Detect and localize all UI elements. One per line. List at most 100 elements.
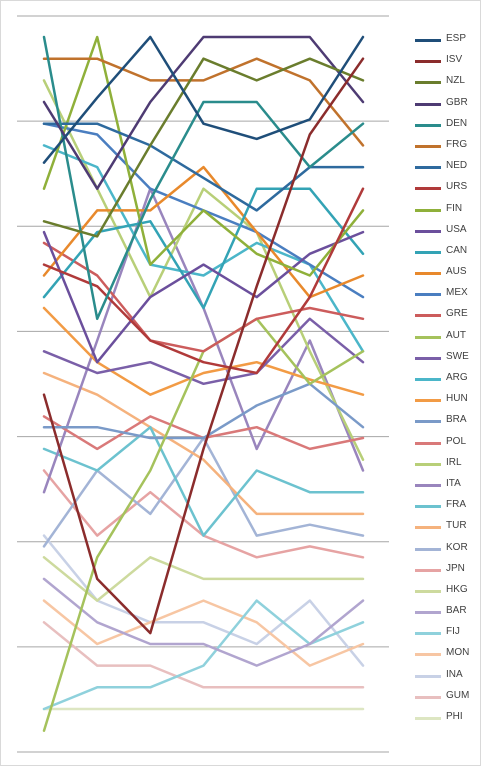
legend-item-mon: MON [415,644,481,665]
legend-swatch [415,39,441,42]
legend-swatch [415,250,441,254]
legend-item-gre: GRE [415,305,481,326]
legend-label: NED [446,160,468,172]
legend-item-kor: KOR [415,539,481,560]
legend-item-pol: POL [415,433,481,454]
legend-label: ARG [446,372,468,383]
legend-swatch [415,293,441,297]
legend-label: GBR [446,96,468,108]
legend-label: HKG [446,583,468,595]
legend-swatch [415,568,441,572]
legend-swatch [415,526,441,530]
series-line-bar [42,577,365,667]
legend-item-aus: AUS [415,263,481,284]
legend-item-urs: URS [415,178,481,199]
series-lines [42,35,365,732]
plot-area [17,15,389,753]
legend-label: GUM [446,689,470,701]
legend-item-mex: MEX [415,284,481,305]
legend-item-gum: GUM [415,687,481,708]
legend-item-aut: AUT [415,327,481,348]
legend-label: HUN [446,393,468,405]
legend-label: INA [446,668,463,680]
series-line-den [42,35,365,321]
legend-swatch [415,123,441,127]
legend-item-ita: ITA [415,475,481,496]
legend-swatch [415,187,441,191]
series-line-gbr [42,35,365,190]
legend-swatch [415,505,441,509]
legend-label: MEX [446,287,468,299]
legend-item-nzl: NZL [415,72,481,93]
series-line-fra [42,425,365,537]
legend-swatch [415,378,441,381]
legend-swatch [415,653,441,657]
legend-label: BAR [446,605,467,617]
legend-item-bar: BAR [415,602,481,623]
legend-item-can: CAN [415,242,481,263]
legend-label: POL [446,435,467,447]
legend-swatch [415,441,441,445]
legend-swatch [415,229,441,233]
legend-swatch [415,144,441,148]
series-line-swe [42,317,365,386]
legend-item-gbr: GBR [415,94,481,115]
legend-item-hun: HUN [415,390,481,411]
legend-item-tur: TUR [415,517,481,538]
legend-label: CAN [446,244,468,256]
legend-label: NZL [446,75,465,87]
legend-item-fij: FIJ [415,623,481,644]
legend-label: MON [446,647,470,659]
legend-swatch [415,399,441,403]
series-line-gum [42,621,365,689]
legend-item-ina: INA [415,666,481,687]
legend-item-isv: ISV [415,51,481,72]
series-line-esp [42,35,365,164]
legend-swatch [415,102,441,106]
legend-label: FIJ [446,626,460,638]
legend: ESP ISV NZL GBR DEN FRG NED URS FIN USA CAN AUS MEX G… [415,30,481,729]
series-line-nzl [42,57,365,238]
legend-item-ned: NED [415,157,481,178]
legend-swatch [415,695,441,699]
legend-label: ITA [446,477,461,489]
legend-swatch [415,632,441,636]
legend-label: FRA [446,499,466,511]
legend-swatch [415,674,441,678]
legend-swatch [415,611,441,615]
series-line-pol [42,415,365,451]
legend-item-swe: SWE [415,348,481,369]
legend-swatch [415,589,441,593]
legend-item-fra: FRA [415,496,481,517]
legend-item-irl: IRL [415,454,481,475]
legend-label: BRA [446,414,467,426]
legend-swatch [415,272,441,276]
series-line-urs [42,187,365,375]
legend-label: FRG [446,138,468,150]
legend-swatch [415,462,441,466]
legend-item-bra: BRA [415,411,481,432]
legend-label: SWE [446,350,469,362]
legend-item-jpn: JPN [415,560,481,581]
legend-label: PHI [446,711,463,722]
legend-label: GRE [446,308,468,320]
legend-label: JPN [446,562,465,574]
series-line-gre [42,241,365,353]
legend-label: URS [446,181,468,193]
series-line-frg [42,57,365,147]
legend-swatch [415,356,441,360]
series-line-tur [42,371,365,516]
legend-item-esp: ESP [415,30,481,51]
legend-label: IRL [446,456,462,468]
legend-swatch [415,314,441,318]
legend-swatch [415,717,441,720]
legend-label: TUR [446,520,467,532]
legend-swatch [415,166,441,170]
legend-label: FIN [446,202,463,214]
series-line-hkg [42,556,365,602]
legend-item-phi: PHI [415,708,481,729]
legend-swatch [415,60,441,64]
legend-label: AUS [446,266,467,278]
legend-label: DEN [446,117,468,129]
series-line-fin [42,35,365,277]
